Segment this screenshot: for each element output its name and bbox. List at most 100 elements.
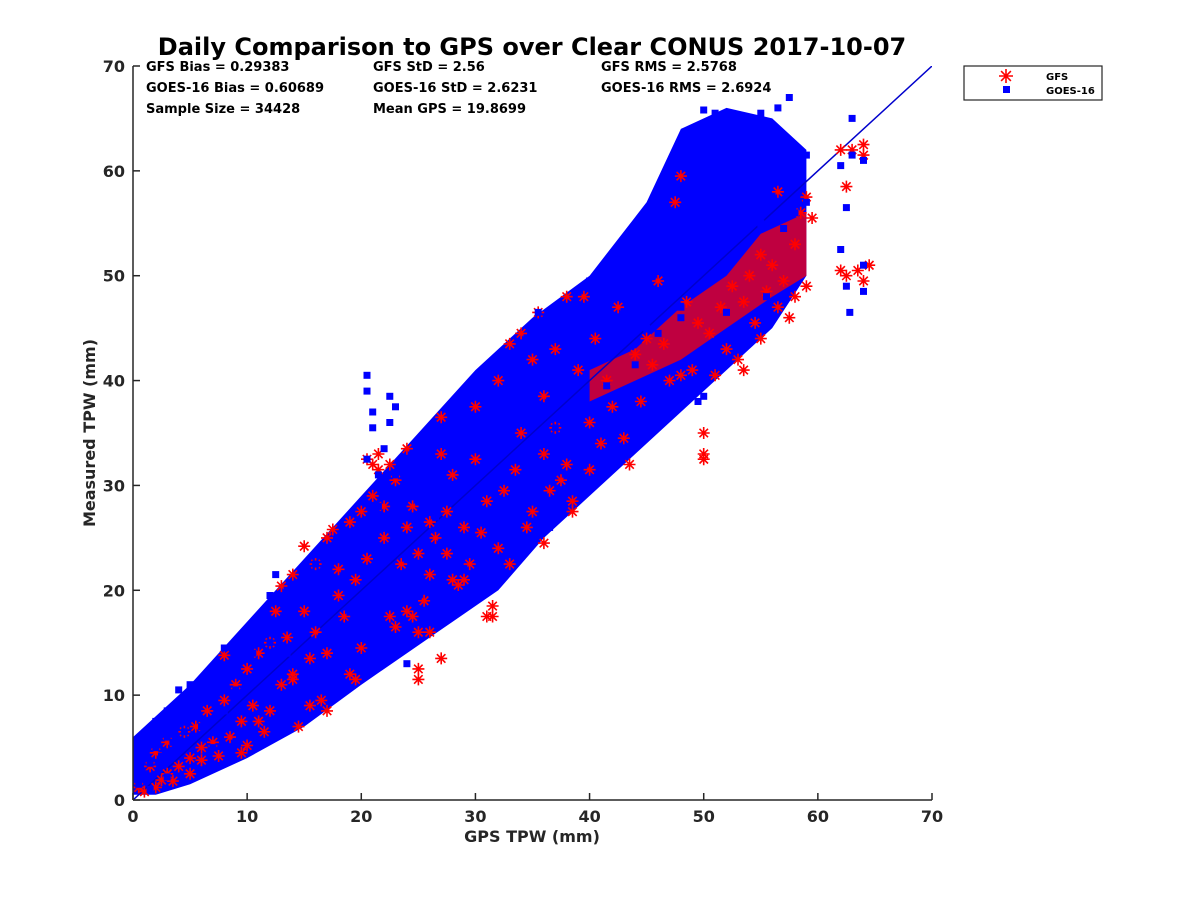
goes16-point <box>335 544 342 552</box>
gfs-point <box>537 390 550 403</box>
goes16-point <box>432 513 439 521</box>
gfs-point <box>343 516 356 529</box>
goes16-point <box>363 387 371 395</box>
goes16-point <box>791 209 799 217</box>
goes16-point <box>654 219 662 227</box>
gfs-point <box>366 489 379 502</box>
gfs-point <box>789 238 801 251</box>
gfs-point <box>498 484 510 497</box>
gfs-point <box>166 775 179 788</box>
gfs-point <box>543 484 556 497</box>
gfs-point <box>400 605 413 618</box>
gfs-point <box>338 610 351 623</box>
gfs-point <box>189 720 202 733</box>
goes16-point <box>574 403 582 411</box>
gfs-point <box>406 610 419 623</box>
goes16-point <box>846 308 854 316</box>
goes16-point <box>842 282 850 290</box>
goes16-point <box>597 267 605 274</box>
reference-line <box>133 66 932 800</box>
gfs-point <box>566 495 579 508</box>
legend-goes16-marker <box>1003 86 1010 93</box>
goes16-point <box>637 298 645 306</box>
goes16-point <box>671 209 679 217</box>
goes16-point <box>631 361 639 369</box>
gfs-point <box>435 652 448 665</box>
gfs-point <box>361 552 373 565</box>
gfs-point <box>286 568 299 581</box>
gfs-point <box>606 400 619 413</box>
goes16-point <box>295 628 302 636</box>
goes16-point <box>392 508 399 516</box>
gfs-point <box>577 290 590 303</box>
goes16-point <box>546 398 554 405</box>
goes16-point <box>329 581 337 589</box>
gfs-point <box>275 678 288 691</box>
gfs-point-cloud <box>589 212 807 402</box>
goes16-point <box>454 508 462 516</box>
legend-gfs-marker <box>999 69 1013 83</box>
goes16-point <box>734 114 742 122</box>
gfs-point <box>184 752 197 765</box>
gfs-point <box>138 785 151 798</box>
gfs-point <box>737 364 750 377</box>
gfs-point <box>492 374 505 387</box>
gfs-point <box>149 746 162 759</box>
goes16-point <box>591 356 599 364</box>
goes16-point <box>848 114 856 122</box>
gfs-point <box>520 521 533 534</box>
goes16-point <box>688 183 696 191</box>
goes16-point <box>569 345 576 353</box>
goes16-point <box>323 665 331 673</box>
gfs-point <box>840 269 853 282</box>
goes16-point <box>546 523 554 531</box>
goes16-point <box>380 445 388 453</box>
goes16-point <box>757 219 765 227</box>
gfs-point <box>349 673 362 686</box>
gfs-point <box>771 185 784 198</box>
gfs-point <box>332 563 345 576</box>
goes16-point <box>648 272 656 280</box>
gfs-point <box>560 458 573 471</box>
gfs-point <box>617 432 630 445</box>
gfs-point <box>206 736 219 749</box>
goes16-point <box>272 723 280 731</box>
goes16-point <box>272 571 280 579</box>
gfs-point <box>155 774 168 787</box>
goes16-point <box>774 104 782 112</box>
goes16-point <box>346 529 354 537</box>
goes16-point <box>135 780 143 788</box>
gfs-point <box>595 437 607 450</box>
goes16-point <box>666 246 673 253</box>
point-cloud-fill <box>133 107 807 795</box>
goes16-point <box>152 717 160 725</box>
goes16-point <box>603 382 611 390</box>
goes16-point <box>466 471 474 479</box>
gfs-point <box>674 369 687 382</box>
gfs-point <box>269 605 282 618</box>
gfs-point <box>418 594 431 607</box>
x-tick-label: 0 <box>127 807 138 826</box>
gfs-point <box>321 531 333 544</box>
goes16-point <box>471 592 479 599</box>
gfs-point <box>680 295 693 308</box>
goes16-point <box>340 571 348 579</box>
goes16-point <box>551 424 559 432</box>
stat-goes16-bias: GOES-16 Bias = 0.60689 <box>146 81 324 96</box>
gfs-point <box>640 332 653 345</box>
gfs-point <box>395 558 408 571</box>
gfs-point <box>612 301 625 314</box>
goes16-point <box>163 773 171 781</box>
gfs-point <box>315 694 328 707</box>
gfs-point <box>714 301 727 314</box>
goes16-point <box>860 261 867 269</box>
goes16-point <box>471 502 479 510</box>
goes16-point <box>163 733 171 741</box>
gfs-point <box>423 516 436 529</box>
gfs-point <box>857 138 870 151</box>
gfs-point <box>777 275 790 287</box>
gfs-point <box>252 715 265 728</box>
goes16-point <box>705 141 713 149</box>
gfs-point <box>378 531 391 544</box>
gfs-point <box>372 448 385 460</box>
